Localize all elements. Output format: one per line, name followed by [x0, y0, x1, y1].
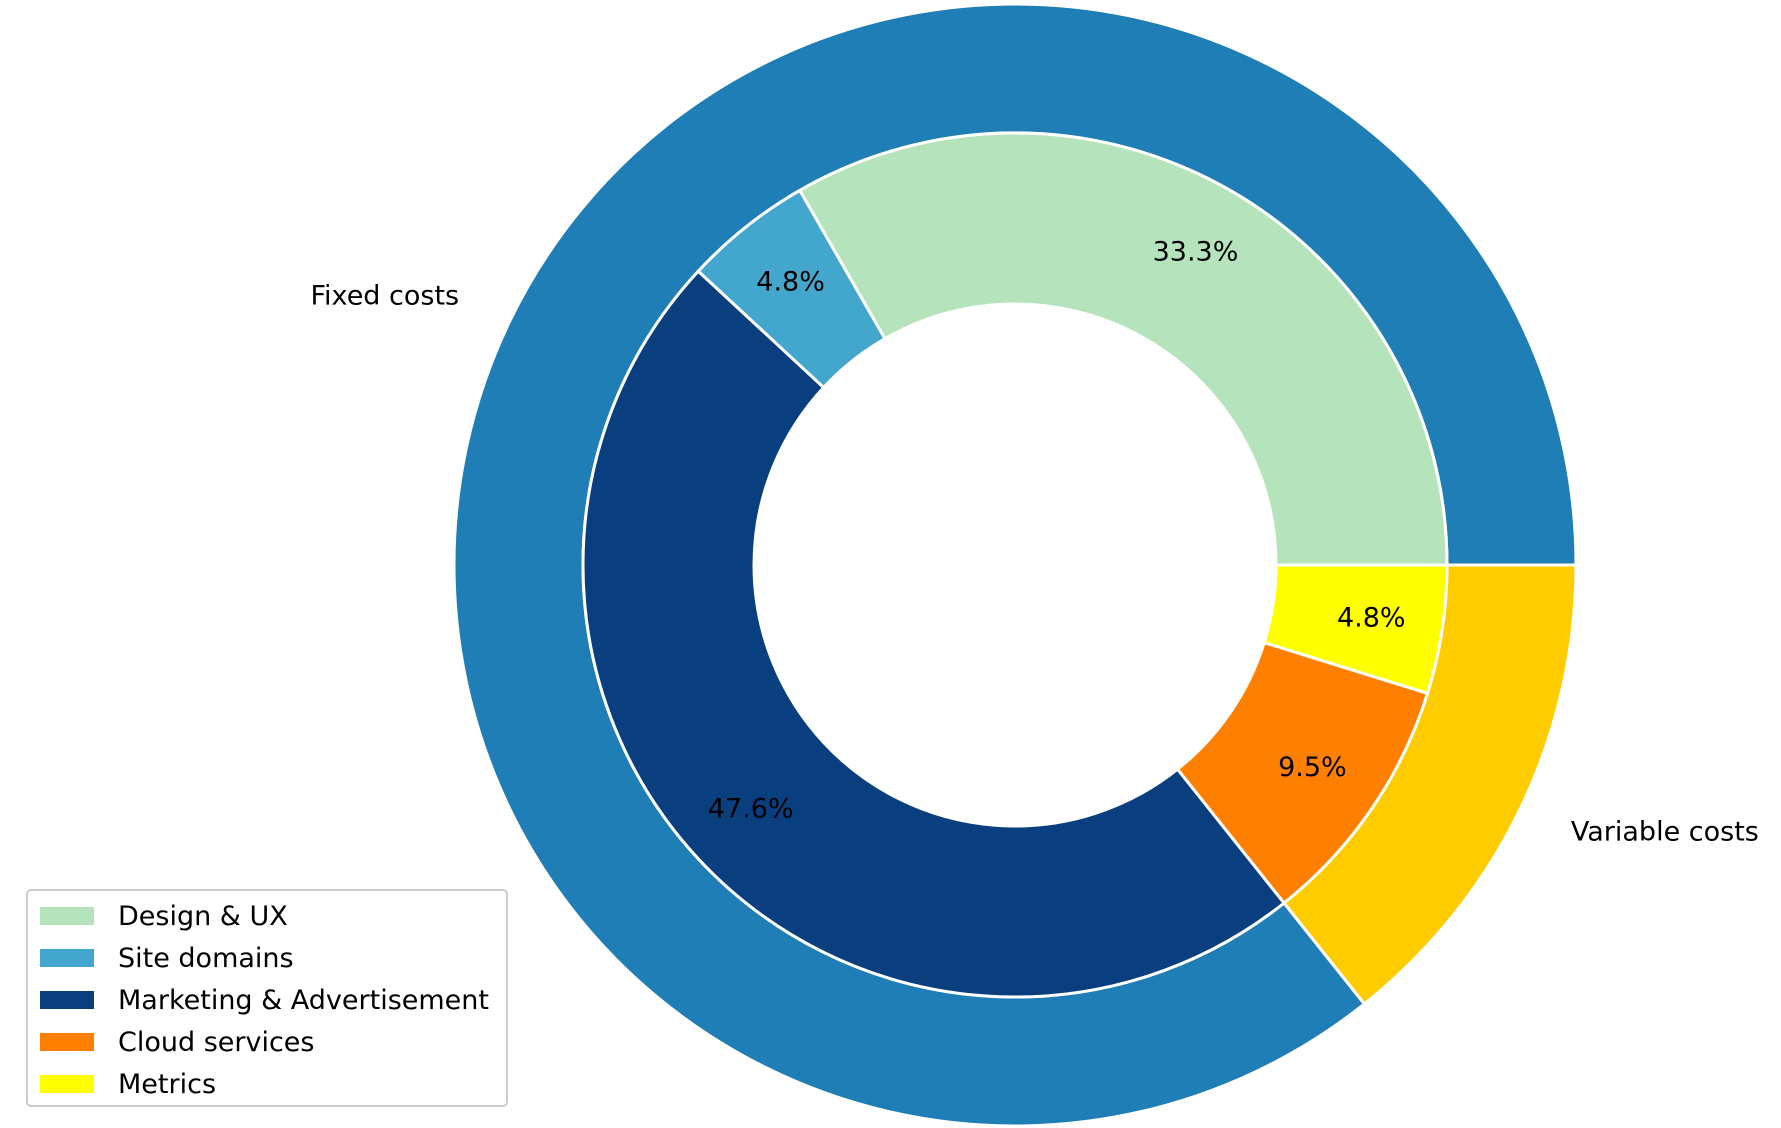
legend-label: Cloud services [118, 1026, 315, 1058]
wedge-design-ux [798, 131, 1449, 567]
outer-label-fixed-costs: Fixed costs [310, 281, 459, 312]
legend-item-cloud-services: Cloud services [28, 1021, 506, 1063]
inner-ring [581, 131, 1449, 999]
legend-swatch [40, 991, 94, 1009]
legend-item-metrics: Metrics [28, 1063, 506, 1105]
outer-label-variable-costs: Variable costs [1571, 816, 1759, 847]
legend-swatch [40, 949, 94, 967]
pct-label-design-ux: 33.3% [1153, 237, 1239, 268]
legend-item-site-domains: Site domains [28, 937, 506, 979]
percent-labels: 33.3% 4.8% 47.6% 9.5% 4.8% [708, 237, 1406, 825]
legend-item-design-ux: Design & UX [28, 895, 506, 937]
pct-label-cloud-services: 9.5% [1278, 752, 1347, 783]
pct-label-metrics: 4.8% [1337, 603, 1406, 634]
outer-labels: Fixed costs Variable costs [310, 281, 1758, 848]
legend-item-marketing-advertisement: Marketing & Advertisement [28, 979, 506, 1021]
legend-label: Marketing & Advertisement [118, 984, 489, 1016]
legend-swatch [40, 1033, 94, 1051]
legend-label: Metrics [118, 1068, 217, 1100]
pct-label-marketing-advertisement: 47.6% [708, 794, 794, 825]
legend-label: Site domains [118, 942, 294, 974]
wedge-marketing-advertisement [581, 269, 1286, 999]
legend: Design & UX Site domains Marketing & Adv… [26, 889, 508, 1107]
pct-label-site-domains: 4.8% [756, 267, 825, 298]
legend-label: Design & UX [118, 900, 288, 932]
legend-swatch [40, 907, 94, 925]
legend-swatch [40, 1075, 94, 1093]
wedge-metrics [1262, 563, 1449, 695]
